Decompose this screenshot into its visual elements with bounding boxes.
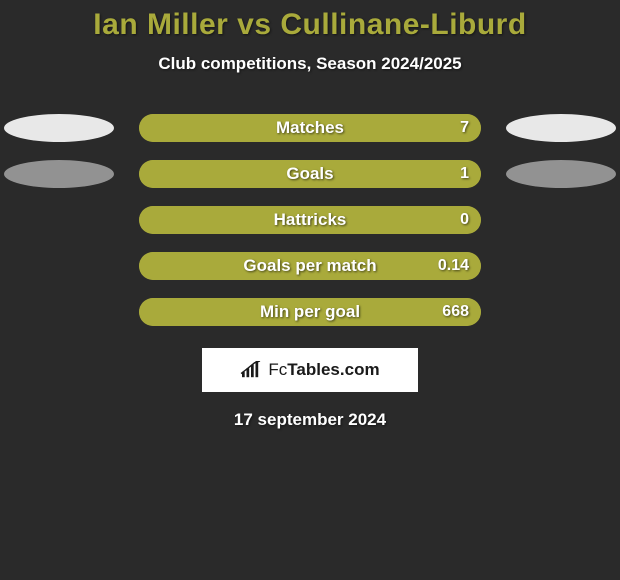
- stat-value: 1: [460, 165, 469, 183]
- stat-bar: Min per goal 668: [139, 298, 481, 326]
- stat-bar: Matches 7: [139, 114, 481, 142]
- stat-row: Hattricks 0: [0, 206, 620, 234]
- brand-text: FcTables.com: [268, 360, 379, 380]
- stat-label: Matches: [139, 118, 481, 138]
- stat-row: Goals per match 0.14: [0, 252, 620, 280]
- right-ellipse: [506, 114, 616, 142]
- brand-suffix: Tables.com: [287, 360, 379, 379]
- stat-value: 668: [442, 303, 469, 321]
- stat-row: Min per goal 668: [0, 298, 620, 326]
- comparison-widget: Ian Miller vs Cullinane-Liburd Club comp…: [0, 0, 620, 430]
- stat-value: 7: [460, 119, 469, 137]
- stat-value: 0: [460, 211, 469, 229]
- stat-bar: Goals per match 0.14: [139, 252, 481, 280]
- stat-bar: Goals 1: [139, 160, 481, 188]
- right-ellipse: [506, 160, 616, 188]
- page-title: Ian Miller vs Cullinane-Liburd: [0, 8, 620, 42]
- brand-prefix: Fc: [268, 360, 287, 379]
- stat-value: 0.14: [438, 257, 469, 275]
- stat-label: Hattricks: [139, 210, 481, 230]
- stat-label: Goals per match: [139, 256, 481, 276]
- stat-row: Goals 1: [0, 160, 620, 188]
- stats-list: Matches 7 Goals 1 Hattricks 0: [0, 114, 620, 326]
- stat-bar: Hattricks 0: [139, 206, 481, 234]
- brand-badge: FcTables.com: [202, 348, 418, 392]
- subtitle: Club competitions, Season 2024/2025: [0, 54, 620, 74]
- stat-label: Goals: [139, 164, 481, 184]
- chart-icon: [240, 361, 262, 379]
- left-ellipse: [4, 114, 114, 142]
- left-ellipse: [4, 160, 114, 188]
- stat-label: Min per goal: [139, 302, 481, 322]
- stat-row: Matches 7: [0, 114, 620, 142]
- date-text: 17 september 2024: [0, 410, 620, 430]
